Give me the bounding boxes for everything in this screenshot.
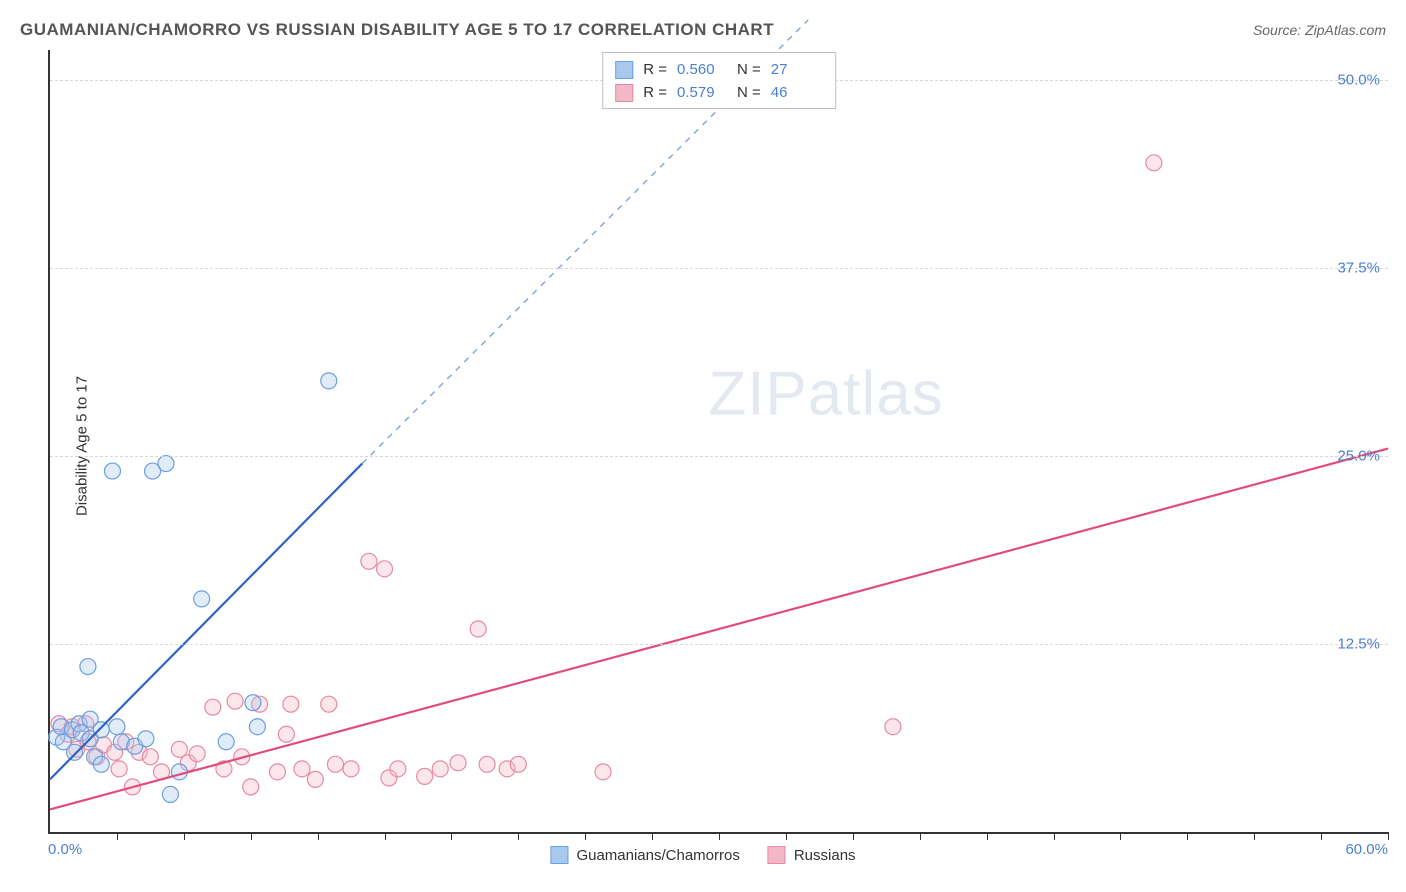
y-tick-label: 12.5%	[1337, 636, 1380, 653]
scatter-point	[278, 726, 294, 742]
scatter-point	[885, 719, 901, 735]
swatch-series-2	[615, 84, 633, 102]
scatter-point	[321, 373, 337, 389]
scatter-point	[377, 561, 393, 577]
x-tick	[451, 832, 452, 840]
stats-row-1: R = 0.560 N = 27	[615, 59, 821, 82]
scatter-point	[479, 756, 495, 772]
scatter-point	[227, 693, 243, 709]
x-tick	[385, 832, 386, 840]
scatter-point	[162, 786, 178, 802]
gridline	[50, 268, 1388, 269]
scatter-svg	[50, 50, 1388, 832]
swatch-series-1	[615, 61, 633, 79]
x-tick	[1120, 832, 1121, 840]
scatter-point	[269, 764, 285, 780]
stats-legend: R = 0.560 N = 27 R = 0.579 N = 46	[602, 52, 836, 109]
scatter-point	[283, 696, 299, 712]
trend-line	[50, 449, 1388, 810]
x-max-label: 60.0%	[1345, 841, 1388, 858]
scatter-point	[1146, 155, 1162, 171]
scatter-point	[245, 695, 261, 711]
stat-n-label-1: N =	[737, 59, 761, 82]
x-tick	[853, 832, 854, 840]
x-min-label: 0.0%	[48, 841, 82, 858]
source-label: Source: ZipAtlas.com	[1253, 22, 1386, 38]
stat-r-label-1: R =	[643, 59, 667, 82]
x-tick	[1388, 832, 1389, 840]
legend-label-1: Guamanians/Chamorros	[576, 847, 739, 864]
x-tick	[518, 832, 519, 840]
x-tick	[920, 832, 921, 840]
x-tick	[251, 832, 252, 840]
stat-n-value-1: 27	[771, 59, 821, 82]
y-tick-label: 37.5%	[1337, 260, 1380, 277]
scatter-point	[171, 764, 187, 780]
x-tick	[117, 832, 118, 840]
scatter-point	[243, 779, 259, 795]
y-tick-label: 50.0%	[1337, 72, 1380, 89]
scatter-point	[294, 761, 310, 777]
scatter-point	[249, 719, 265, 735]
x-tick	[1254, 832, 1255, 840]
scatter-point	[307, 771, 323, 787]
legend-item-1: Guamanians/Chamorros	[550, 846, 739, 864]
x-tick	[786, 832, 787, 840]
bottom-legend: Guamanians/Chamorros Russians	[550, 846, 855, 864]
x-tick	[1321, 832, 1322, 840]
stats-row-2: R = 0.579 N = 46	[615, 82, 821, 105]
scatter-point	[142, 749, 158, 765]
scatter-point	[417, 768, 433, 784]
scatter-point	[67, 744, 83, 760]
stat-r-value-1: 0.560	[677, 59, 727, 82]
legend-item-2: Russians	[768, 846, 856, 864]
scatter-point	[450, 755, 466, 771]
scatter-point	[109, 719, 125, 735]
x-tick	[1187, 832, 1188, 840]
scatter-point	[205, 699, 221, 715]
scatter-point	[390, 761, 406, 777]
scatter-point	[595, 764, 611, 780]
scatter-point	[470, 621, 486, 637]
stat-r-value-2: 0.579	[677, 82, 727, 105]
gridline	[50, 456, 1388, 457]
x-tick	[184, 832, 185, 840]
legend-swatch-1	[550, 846, 568, 864]
scatter-point	[510, 756, 526, 772]
scatter-point	[327, 756, 343, 772]
scatter-point	[189, 746, 205, 762]
stat-r-label-2: R =	[643, 82, 667, 105]
stat-n-label-2: N =	[737, 82, 761, 105]
legend-swatch-2	[768, 846, 786, 864]
x-tick	[318, 832, 319, 840]
trend-line	[50, 464, 362, 780]
x-tick	[719, 832, 720, 840]
scatter-point	[80, 659, 96, 675]
scatter-point	[432, 761, 448, 777]
legend-label-2: Russians	[794, 847, 856, 864]
scatter-point	[93, 722, 109, 738]
scatter-point	[171, 741, 187, 757]
scatter-point	[158, 456, 174, 472]
scatter-point	[218, 734, 234, 750]
stat-n-value-2: 46	[771, 82, 821, 105]
x-tick	[987, 832, 988, 840]
scatter-point	[321, 696, 337, 712]
x-tick	[652, 832, 653, 840]
x-tick	[585, 832, 586, 840]
y-tick-label: 25.0%	[1337, 448, 1380, 465]
scatter-point	[361, 553, 377, 569]
x-tick	[1054, 832, 1055, 840]
scatter-point	[138, 731, 154, 747]
gridline	[50, 644, 1388, 645]
scatter-point	[343, 761, 359, 777]
scatter-point	[111, 761, 127, 777]
scatter-point	[194, 591, 210, 607]
plot-area: ZIPatlas R = 0.560 N = 27 R = 0.579 N = …	[48, 50, 1388, 834]
scatter-point	[104, 463, 120, 479]
scatter-point	[93, 756, 109, 772]
chart-title: GUAMANIAN/CHAMORRO VS RUSSIAN DISABILITY…	[20, 20, 774, 40]
